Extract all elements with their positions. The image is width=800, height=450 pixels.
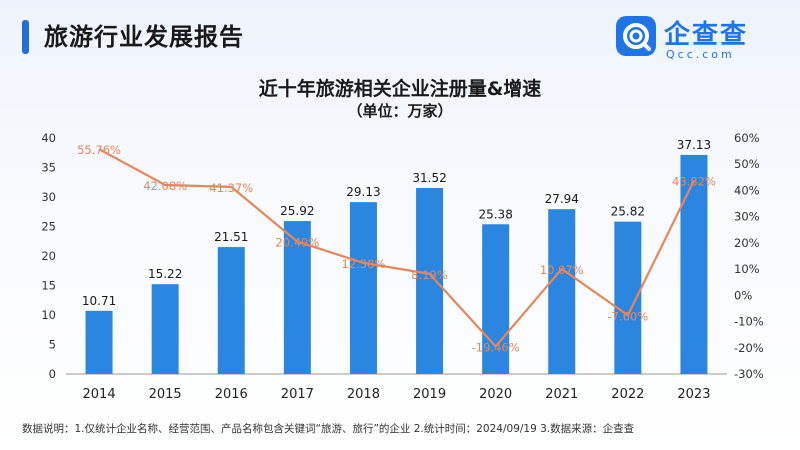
bar-2019	[416, 188, 444, 374]
header-accent-bar	[22, 20, 29, 54]
x-axis-tick-label: 2022	[611, 387, 644, 402]
right-axis-tick-label: -20%	[734, 341, 764, 355]
growth-rate-label: -7.60%	[608, 309, 649, 323]
bar-2018	[349, 202, 377, 374]
bar-value-label: 37.13	[677, 138, 711, 152]
left-axis-tick-label: 0	[49, 367, 56, 381]
x-axis-tick-label: 2021	[545, 387, 578, 402]
right-axis-tick-label: 40%	[734, 183, 760, 197]
growth-rate-label: 42.08%	[143, 179, 187, 193]
x-axis-tick-label: 2020	[479, 387, 512, 402]
growth-rate-label: 20.49%	[275, 236, 319, 250]
x-axis-tick-label: 2019	[413, 387, 446, 402]
bar-value-label: 25.82	[611, 205, 645, 219]
bar-2014	[85, 310, 113, 374]
bar-value-label: 15.22	[148, 267, 182, 281]
bar-value-label: 31.52	[412, 171, 446, 185]
bar-value-label: 10.71	[82, 294, 116, 308]
right-axis-tick-label: 0%	[734, 288, 752, 302]
growth-rate-label: 8.19%	[411, 268, 448, 282]
x-axis-tick-label: 2016	[215, 387, 248, 402]
growth-rate-label: 12.38%	[342, 257, 386, 271]
growth-rate-label: 10.07%	[540, 263, 584, 277]
growth-rate-label: 41.37%	[209, 181, 253, 195]
bar-2015	[151, 284, 179, 374]
left-axis-tick-label: 35	[41, 161, 56, 175]
left-axis-tick-label: 15	[41, 279, 56, 293]
growth-rate-label: 55.76%	[77, 143, 121, 157]
bar-2016	[217, 247, 245, 374]
bar-2020	[482, 224, 510, 374]
left-axis-tick-label: 10	[41, 308, 56, 322]
logo-name: 企查查	[664, 20, 749, 50]
x-axis-tick-label: 2018	[347, 387, 380, 402]
qcc-logo: 企查查 Qcc.com	[616, 12, 786, 68]
bar-2023	[680, 154, 708, 374]
growth-rate-label: 43.82%	[672, 174, 716, 188]
left-axis-tick-label: 40	[41, 131, 56, 145]
bar-value-label: 25.38	[478, 207, 512, 221]
qcc-logo-icon	[616, 16, 656, 56]
right-axis-tick-label: -10%	[734, 315, 764, 329]
bar-value-label: 29.13	[346, 185, 380, 199]
footnote: 数据说明：1.仅统计企业名称、经营范围、产品名称包含关键词“旅游、旅行”的企业 …	[22, 423, 635, 435]
right-axis-tick-label: 30%	[734, 210, 760, 224]
logo-domain: Qcc.com	[666, 48, 735, 61]
right-axis-tick-label: -30%	[734, 367, 764, 381]
bar-value-label: 25.92	[280, 204, 314, 218]
left-axis-tick-label: 20	[41, 249, 56, 263]
report-title: 旅游行业发展报告	[44, 23, 244, 51]
right-axis-tick-label: 20%	[734, 236, 760, 250]
left-axis-tick-label: 25	[41, 220, 56, 234]
bar-2017	[283, 221, 311, 374]
left-axis-tick-label: 30	[41, 190, 56, 204]
right-axis-tick-label: 10%	[734, 262, 760, 276]
bar-2021	[548, 209, 576, 374]
chart-title: 近十年旅游相关企业注册量&增速	[258, 78, 542, 100]
chart-subtitle: （单位：万家）	[347, 102, 453, 120]
right-axis-tick-label: 50%	[734, 157, 760, 171]
growth-line	[98, 148, 695, 348]
bar-value-label: 21.51	[214, 230, 248, 244]
right-axis-tick-label: 60%	[734, 131, 760, 145]
bar-value-label: 27.94	[545, 192, 579, 206]
left-axis-tick-label: 5	[49, 338, 56, 352]
growth-rate-label: -19.46%	[472, 340, 520, 354]
x-axis-tick-label: 2015	[149, 387, 182, 402]
x-axis-tick-label: 2014	[83, 387, 116, 402]
x-axis-tick-label: 2017	[281, 387, 314, 402]
x-axis-tick-label: 2023	[677, 387, 710, 402]
